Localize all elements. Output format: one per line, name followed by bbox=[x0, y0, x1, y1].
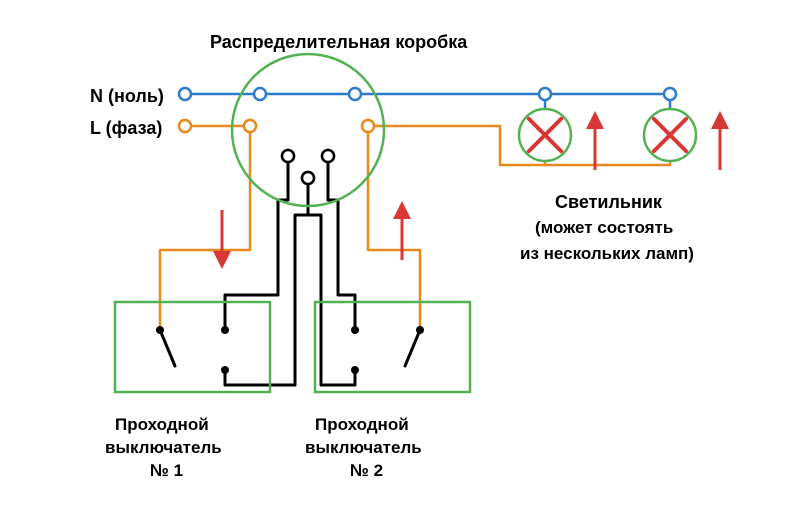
label-sw2_l3: № 2 bbox=[350, 461, 383, 481]
label-sw1_l3: № 1 bbox=[150, 461, 183, 481]
switch-contact bbox=[351, 326, 359, 334]
label-lamp_sub2: из нескольких ламп) bbox=[520, 244, 694, 264]
label-l_label: L (фаза) bbox=[90, 118, 162, 139]
node-jb_n1 bbox=[254, 88, 266, 100]
node-jb_p1 bbox=[244, 120, 256, 132]
switch-contact bbox=[351, 366, 359, 374]
label-sw1_l2: выключатель bbox=[105, 438, 222, 458]
traveler-wire bbox=[225, 156, 288, 330]
traveler-wire bbox=[328, 156, 355, 330]
node-jb_sw1 bbox=[282, 150, 294, 162]
switch-contact bbox=[221, 366, 229, 374]
node-l_in bbox=[179, 120, 191, 132]
node-jb_sw2 bbox=[322, 150, 334, 162]
node-jb_p2 bbox=[362, 120, 374, 132]
switch-2-box bbox=[315, 302, 470, 392]
node-jb_sw3 bbox=[302, 172, 314, 184]
label-lamp_sub1: (может состоять bbox=[535, 218, 673, 238]
label-sw1_l1: Проходной bbox=[115, 415, 209, 435]
node-jb_n2 bbox=[349, 88, 361, 100]
node-n_in bbox=[179, 88, 191, 100]
switch-blade bbox=[405, 330, 420, 366]
traveler-wire bbox=[225, 178, 308, 385]
node-lamp2_n bbox=[664, 88, 676, 100]
label-sw2_l2: выключатель bbox=[305, 438, 422, 458]
node-lamp1_n bbox=[539, 88, 551, 100]
switch-1-box bbox=[115, 302, 270, 392]
label-sw2_l1: Проходной bbox=[315, 415, 409, 435]
label-lamp_title: Светильник bbox=[555, 192, 662, 213]
phase-wire bbox=[368, 126, 420, 330]
switch-contact bbox=[221, 326, 229, 334]
label-title: Распределительная коробка bbox=[210, 32, 467, 53]
switch-blade bbox=[160, 330, 175, 366]
label-n_label: N (ноль) bbox=[90, 86, 164, 107]
